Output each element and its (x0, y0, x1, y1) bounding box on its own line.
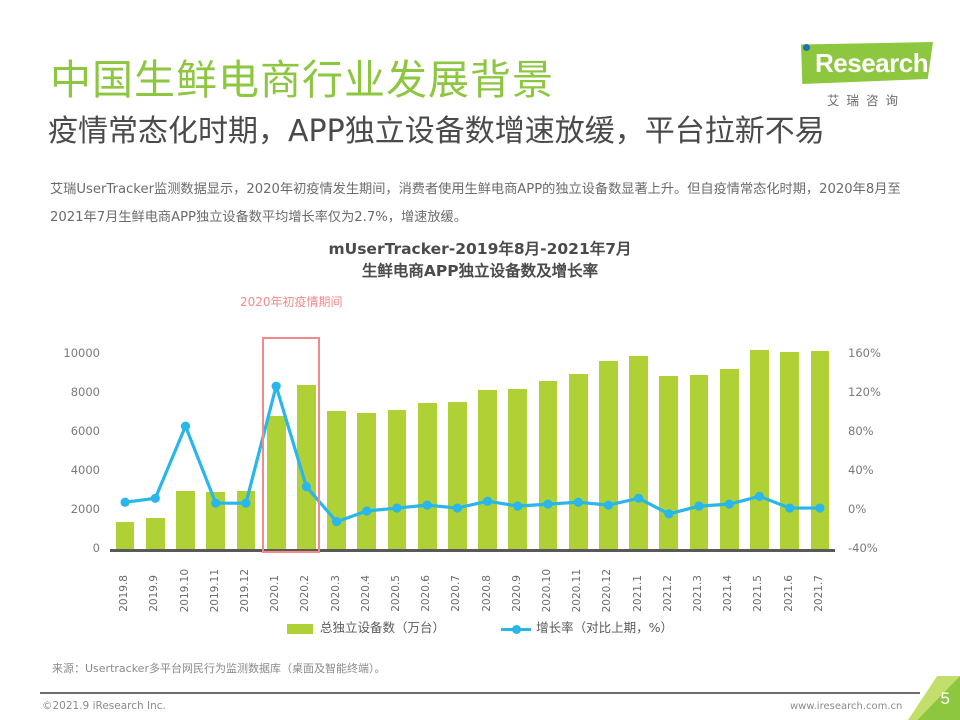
y-axis-left-tick-label: 0 (92, 541, 100, 555)
chart-bar (629, 355, 648, 549)
footer-divider (40, 692, 920, 694)
logo-i-dot-icon (803, 44, 810, 51)
chart-bar (206, 492, 226, 549)
x-axis-tick-label: 2020.6 (420, 575, 433, 612)
logo-mark: Research (783, 40, 933, 86)
chart-bar (387, 409, 407, 549)
x-axis-tick-label: 2019.9 (148, 575, 161, 612)
legend-item-bars: 总独立设备数（万台） (287, 617, 445, 636)
x-axis-labels: 2019.8 2019.9 2019.10 2019.11 2019.12 2020.1 2… (110, 554, 835, 612)
outbreak-highlight-box (262, 337, 321, 553)
iresearch-logo: Research 艾瑞咨询 (783, 40, 933, 112)
x-axis-tick-label: 2019.12 (238, 568, 251, 612)
x-axis-tick-label: 2020.5 (389, 575, 402, 612)
chart-bar (659, 376, 679, 549)
x-axis-tick-label: 2020.9 (510, 575, 523, 612)
x-axis-tick-label: 2021.1 (631, 575, 644, 612)
x-axis-tick-label: 2019.8 (118, 575, 131, 612)
x-axis-tick-label: 2021.7 (812, 575, 825, 612)
website-url[interactable]: www.iresearch.com.cn (790, 701, 903, 712)
copyright-text: ©2021.9 iResearch Inc. (42, 700, 166, 712)
x-axis-tick-label: 2019.10 (178, 568, 191, 612)
logo-wordmark: Research (815, 48, 929, 78)
x-axis-tick-label: 2020.12 (601, 568, 614, 612)
chart-title-line2: 生鲜电商APP独立设备数及增长率 (361, 262, 599, 280)
chart-bar (357, 412, 377, 549)
y-axis-left-tick-label: 4000 (70, 463, 100, 477)
chart-bar (448, 401, 467, 549)
x-axis-tick-label: 2021.3 (692, 575, 705, 612)
page-subtitle: 疫情常态化时期，APP独立设备数增速放缓，平台拉新不易 (48, 114, 825, 149)
page-number: 5 (940, 689, 950, 708)
page-title: 中国生鲜电商行业发展背景 (50, 56, 554, 104)
y-axis-right-tick-label: 40% (848, 463, 874, 477)
logo-chinese-name: 艾瑞咨询 (826, 93, 905, 108)
x-axis-tick-label: 2019.11 (208, 568, 221, 612)
legend-line-swatch-icon (501, 624, 532, 634)
y-axis-right-tick-label: 80% (848, 424, 874, 438)
x-axis-line (110, 549, 835, 552)
logo-parallelogram (801, 42, 933, 84)
x-axis-tick-label: 2021.5 (752, 575, 765, 612)
x-axis-tick-label: 2020.7 (450, 575, 463, 612)
y-axis-left-tick-label: 10000 (63, 346, 100, 360)
chart-title-line1: mUserTracker-2019年8月-2021年7月 (328, 240, 632, 258)
chart-bar (145, 518, 165, 549)
chart-bar (568, 373, 588, 549)
x-axis-tick-label: 2020.2 (299, 575, 312, 612)
chart-bar (689, 375, 709, 549)
source-note: 来源：Usertracker多平台网民行为监测数据库（桌面及智能终端）。 (52, 662, 386, 675)
bar-series (110, 350, 835, 549)
chart-bar (327, 410, 346, 549)
legend-item-line: 增长率（对比上期，%） (501, 617, 673, 636)
x-axis-tick-label: 2020.8 (480, 575, 493, 612)
legend-line-label: 增长率（对比上期，%） (536, 620, 673, 635)
chart-bar (719, 368, 739, 549)
chart-bar (810, 351, 830, 549)
chart-bar (478, 390, 497, 549)
y-axis-right-tick-label: -40% (848, 541, 878, 555)
y-axis-left-tick-label: 6000 (70, 424, 100, 438)
y-axis-left-tick-label: 8000 (70, 385, 100, 399)
y-axis-left-tick-label: 2000 (70, 502, 100, 516)
chart-title: mUserTracker-2019年8月-2021年7月 生鲜电商APP独立设备… (0, 238, 960, 282)
x-axis-tick-label: 2020.3 (329, 575, 342, 612)
chart-bar (115, 521, 135, 549)
x-axis-tick-label: 2020.4 (359, 575, 372, 612)
x-axis-tick-label: 2021.6 (782, 575, 795, 612)
legend-bar-label: 总独立设备数（万台） (320, 620, 446, 635)
x-axis-tick-label: 2020.10 (541, 568, 554, 612)
y-axis-right-tick-label: 120% (848, 385, 881, 399)
x-axis-tick-label: 2020.1 (269, 575, 282, 612)
chart-bar (508, 389, 528, 549)
chart-bar (176, 490, 195, 549)
body-paragraph: 艾瑞UserTracker监测数据显示，2020年初疫情发生期间，消费者使用生鲜… (50, 182, 901, 225)
chart-bar (750, 350, 769, 549)
chart-bar (780, 352, 800, 549)
y-axis-right-tick-label: 160% (848, 346, 881, 360)
legend-bar-swatch-icon (287, 623, 314, 634)
x-axis-tick-label: 2020.11 (571, 568, 584, 612)
chart-bar (417, 402, 437, 549)
chart-bar (599, 360, 618, 549)
x-axis-tick-label: 2021.4 (722, 575, 735, 612)
logo-i-stem-icon (803, 54, 810, 80)
chart-bar (538, 381, 558, 549)
chart-bar (236, 490, 256, 549)
page-corner-decoration (908, 676, 960, 720)
outbreak-annotation-label: 2020年初疫情期间 (239, 295, 343, 309)
x-axis-tick-label: 2021.2 (661, 575, 674, 612)
y-axis-right-tick-label: 0% (848, 502, 867, 516)
chart-legend: 总独立设备数（万台） 增长率（对比上期，%） (0, 617, 960, 636)
